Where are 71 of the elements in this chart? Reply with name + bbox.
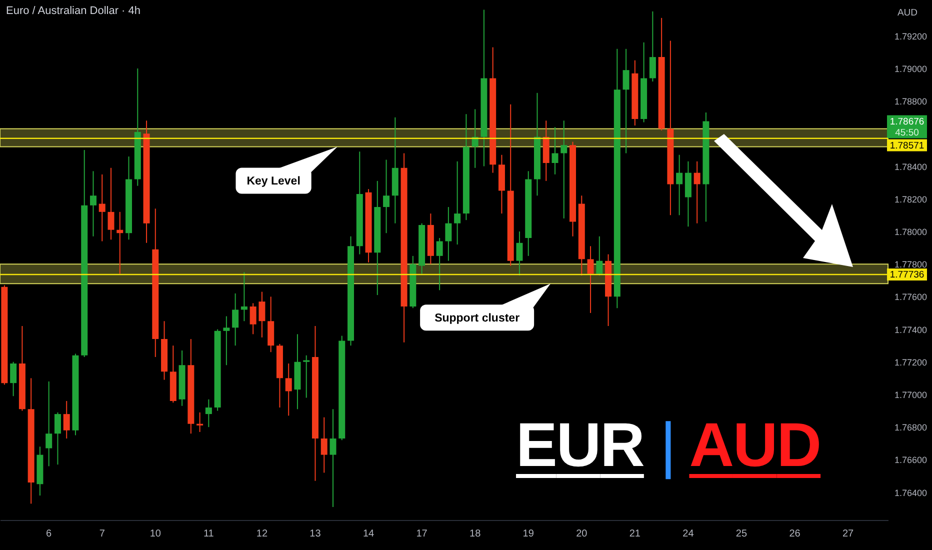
candlestick (516, 230, 523, 276)
candlestick (383, 159, 390, 234)
candlestick (649, 10, 656, 82)
candlestick (445, 206, 452, 262)
x-tick-label: 6 (46, 528, 52, 540)
y-tick-label: 1.76800 (894, 422, 928, 433)
x-tick-label: 17 (416, 528, 428, 540)
y-tick-label: 1.77000 (894, 390, 928, 400)
x-tick-label: 21 (629, 528, 641, 540)
y-tick-label: 1.77600 (894, 292, 928, 302)
band-label: Key Level (246, 176, 300, 188)
x-tick-label: 19 (522, 528, 534, 540)
x-tick-label: 11 (203, 528, 214, 540)
ref-line-label: 1.78571 (890, 140, 924, 152)
candlestick (232, 292, 239, 346)
candlestick (223, 316, 230, 366)
candlestick (108, 167, 114, 240)
y-tick-label: 1.79200 (894, 31, 928, 42)
y-tick-label: 1.77400 (894, 324, 928, 335)
x-tick-label: 7 (99, 528, 106, 540)
text: 1.78676 (890, 116, 924, 128)
chart-title: Euro / Australian Dollar · 4h (6, 5, 141, 17)
candlestick (285, 363, 292, 416)
candlestick (587, 246, 594, 314)
ref-line-label: 1.77736 (890, 270, 924, 281)
candlestick (694, 160, 700, 224)
candlestick (46, 380, 52, 467)
y-tick-label: 1.76400 (894, 488, 928, 498)
candlestick (560, 120, 568, 219)
candlestick (622, 48, 630, 154)
x-tick-label: 12 (256, 528, 268, 540)
y-tick-label: 1.77200 (894, 357, 928, 368)
x-tick-label: 27 (842, 528, 854, 540)
x-tick-label: 25 (736, 528, 748, 540)
x-tick-label: 24 (682, 528, 694, 540)
x-tick-label: 20 (576, 528, 588, 540)
y-axis-title: AUD (897, 8, 918, 18)
candlestick (436, 237, 443, 291)
candlestick (54, 412, 61, 466)
x-tick-label: 26 (789, 528, 801, 540)
candlestick (196, 412, 204, 432)
candlestick (676, 154, 683, 216)
candlestick (330, 408, 336, 508)
y-tick-label: 1.77800 (894, 260, 928, 270)
candlestick (454, 160, 461, 246)
y-tick-label: 1.78400 (894, 162, 928, 172)
candlestick (258, 291, 266, 338)
candlestick (10, 361, 17, 397)
band-label: Support cluster (434, 312, 520, 325)
y-tick-label: 1.78800 (894, 96, 928, 107)
candlestick (240, 272, 248, 322)
x-tick-label: 14 (362, 528, 375, 540)
y-tick-label: 1.78200 (894, 194, 928, 204)
candlestick (596, 236, 603, 276)
text: EUR | AUD (516, 411, 821, 480)
y-tick-label: 1.79000 (894, 64, 928, 74)
x-tick-label: 18 (470, 528, 482, 540)
text: 45:50 (895, 127, 919, 138)
candlestick (320, 416, 328, 474)
candlestick (250, 302, 256, 335)
candlestick (116, 211, 124, 274)
candlestick (303, 354, 310, 398)
y-tick-label: 1.76600 (894, 455, 928, 466)
candlestick (63, 400, 70, 439)
candlestick (552, 126, 558, 175)
candlestick (205, 398, 212, 428)
x-tick-label: 10 (150, 528, 162, 540)
candlestick (90, 170, 96, 237)
y-tick-label: 1.78000 (894, 226, 928, 237)
x-tick-label: 13 (310, 528, 322, 540)
candlestick (98, 174, 106, 242)
